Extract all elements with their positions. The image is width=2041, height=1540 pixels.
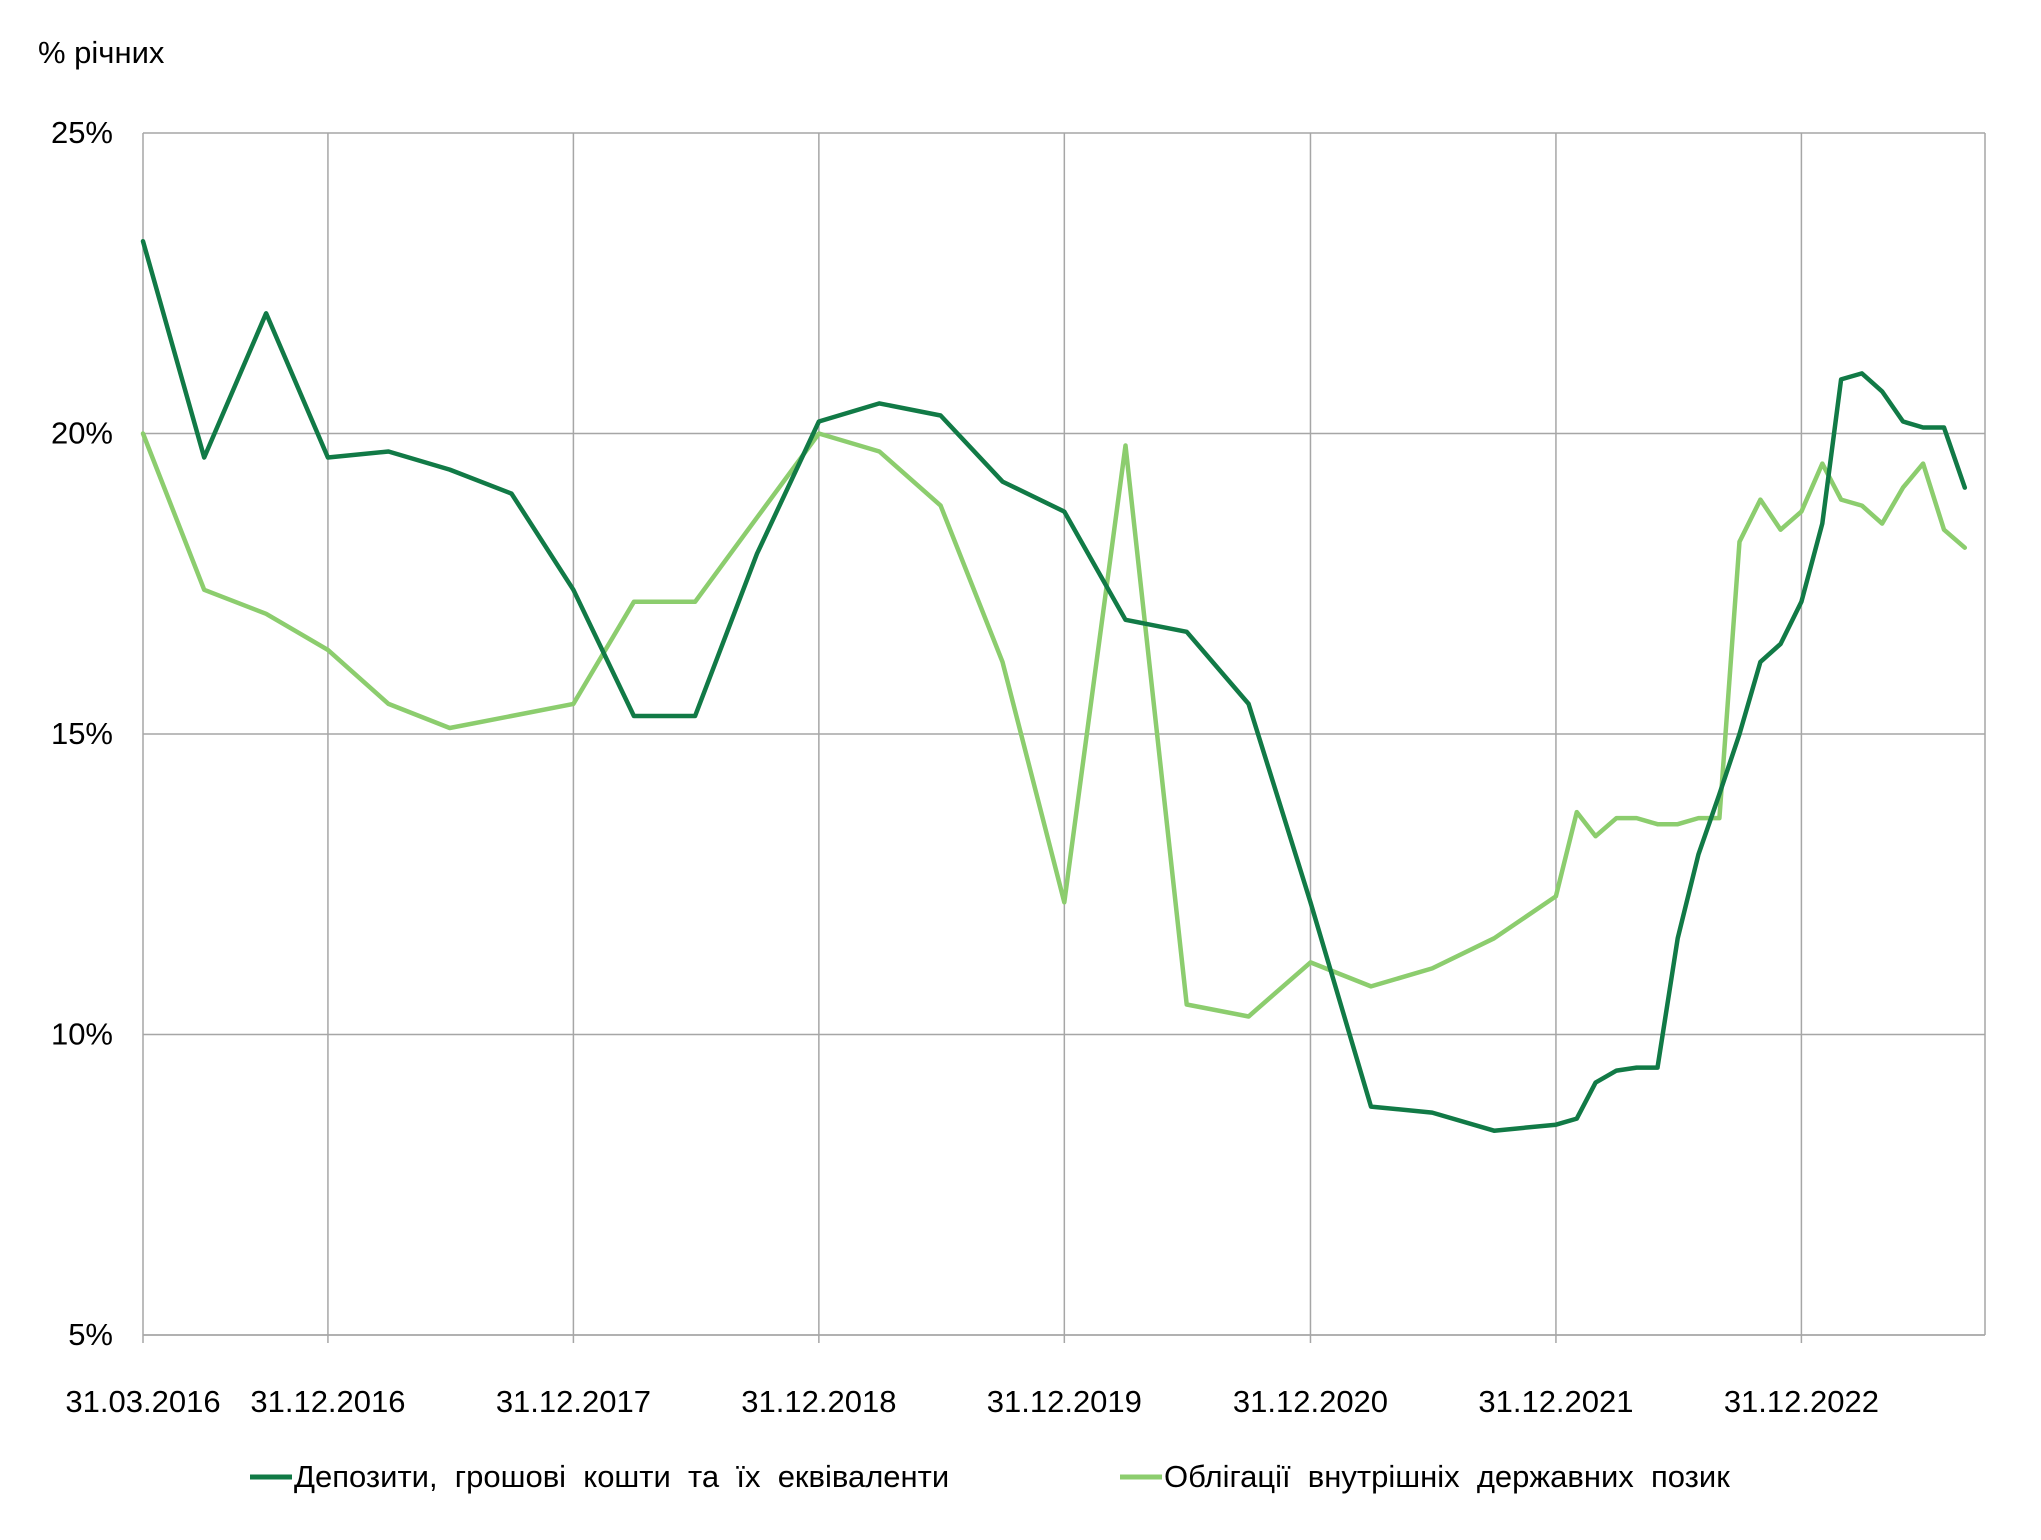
y-tick-label: 20% bbox=[51, 416, 113, 451]
y-tick-label: 5% bbox=[68, 1317, 113, 1352]
series-line-2 bbox=[140, 431, 1968, 1019]
x-tick-label: 31.03.2016 bbox=[65, 1384, 220, 1419]
x-axis-ticks: 31.03.2016 31.12.2016 31.12.2017 31.12.2018… bbox=[65, 1335, 1879, 1419]
series-lines bbox=[140, 238, 1968, 1133]
legend: Депозити, грошові кошти та їх еквівалент… bbox=[250, 1459, 1730, 1494]
legend-label-1: Депозити, грошові кошти та їх еквівалент… bbox=[294, 1459, 949, 1494]
y-tick-label: 25% bbox=[51, 115, 113, 150]
grid bbox=[142, 132, 1986, 1336]
y-tick-label: 15% bbox=[51, 716, 113, 751]
y-axis-ticks: 5% 10% 15% 20% 25% bbox=[51, 115, 113, 1352]
x-tick-label: 31.12.2022 bbox=[1724, 1384, 1879, 1419]
y-tick-label: 10% bbox=[51, 1017, 113, 1052]
x-tick-label: 31.12.2021 bbox=[1478, 1384, 1633, 1419]
x-tick-label: 31.12.2018 bbox=[741, 1384, 896, 1419]
y-axis-unit-label: % річних bbox=[38, 35, 165, 70]
x-tick-label: 31.12.2016 bbox=[250, 1384, 405, 1419]
series-line-1 bbox=[140, 238, 1968, 1133]
x-tick-label: 31.12.2020 bbox=[1233, 1384, 1388, 1419]
x-tick-label: 31.12.2017 bbox=[496, 1384, 651, 1419]
legend-label-2: Облігації внутрішніх державних позик bbox=[1164, 1459, 1730, 1494]
x-tick-label: 31.12.2019 bbox=[987, 1384, 1142, 1419]
